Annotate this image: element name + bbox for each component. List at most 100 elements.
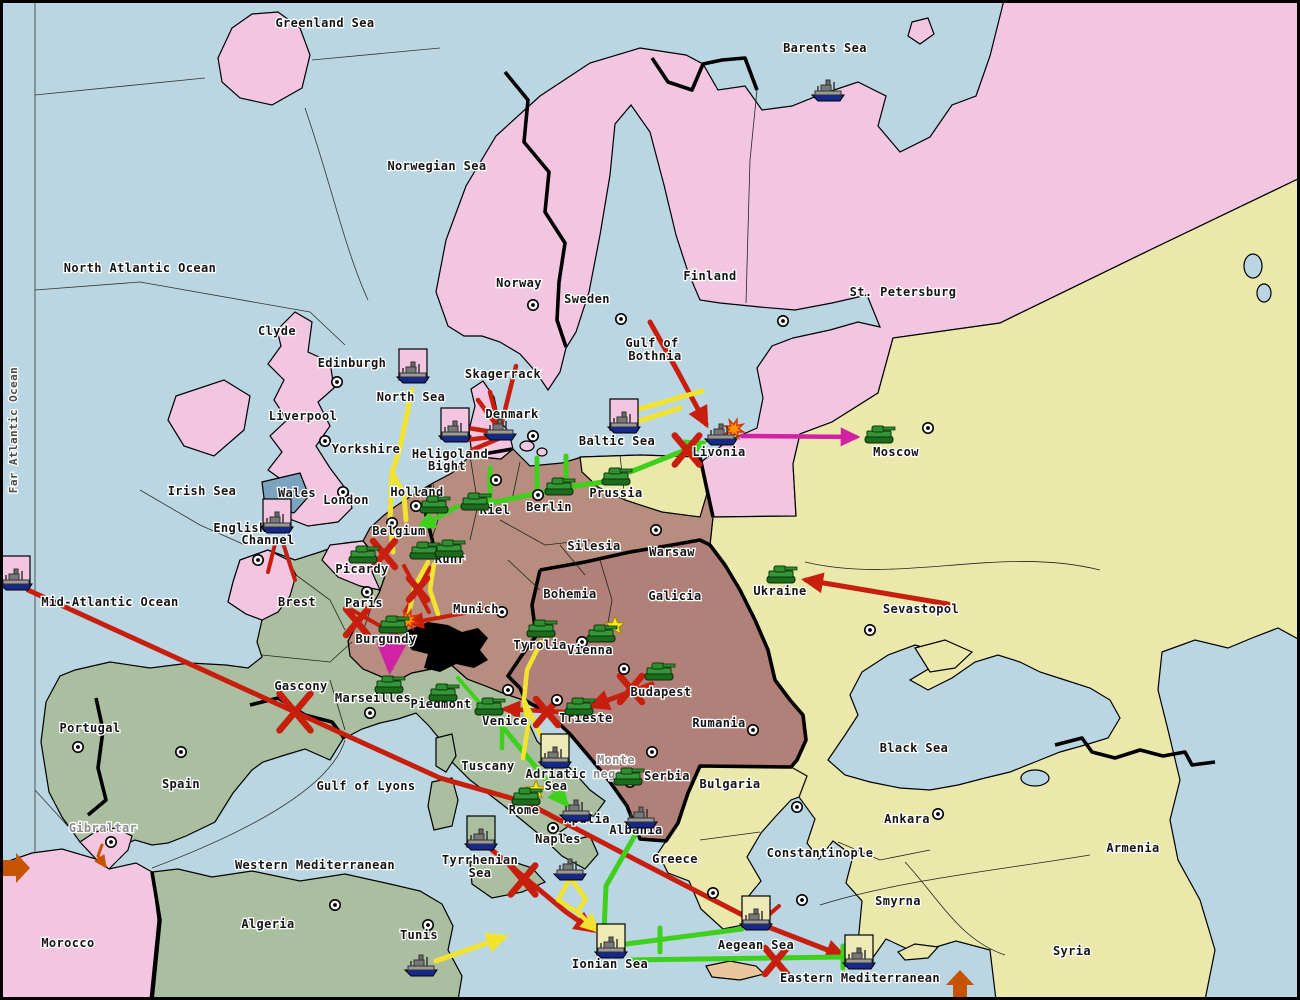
fleet-unit-tyrrhenian-sea[interactable] <box>463 815 498 851</box>
army-unit-serbia[interactable] <box>613 767 645 786</box>
region-ireland[interactable] <box>167 379 251 457</box>
army-unit-tyrolia[interactable] <box>526 619 558 638</box>
order-arrow-magenta-45 <box>739 427 861 447</box>
denmark-island[interactable] <box>536 447 548 457</box>
label-channel: Channel <box>241 533 294 547</box>
army-unit-picardy[interactable] <box>348 545 380 564</box>
label-galicia: Galicia <box>648 589 701 603</box>
label-black-sea: Black Sea <box>880 741 949 755</box>
denmark-island-zealand[interactable] <box>519 440 535 452</box>
army-unit-venice[interactable] <box>474 697 506 716</box>
label-st-petersburg: St. Petersburg <box>850 285 957 299</box>
army-unit-burgundy[interactable] <box>378 615 410 634</box>
label-mid-atlantic-ocean: Mid-Atlantic Ocean <box>41 595 178 609</box>
region-north-africa[interactable] <box>149 868 463 1000</box>
region-sardinia[interactable] <box>427 777 459 831</box>
label-ionian-sea: Ionian Sea <box>572 957 648 971</box>
region-cyprus[interactable] <box>897 943 940 961</box>
fleet-unit-aegean-sea[interactable] <box>738 895 773 931</box>
region-crimea[interactable] <box>914 639 974 673</box>
supply-center-dot-4 <box>614 312 627 325</box>
region-iceland[interactable] <box>217 11 311 106</box>
region-britain[interactable] <box>267 311 353 527</box>
supply-center-dot-27 <box>706 886 719 899</box>
label-norway: Norway <box>496 276 542 290</box>
fleet-unit-eastern-mediterranean[interactable] <box>841 934 876 970</box>
fleet-unit-apulia[interactable] <box>558 799 593 822</box>
label-morocco: Morocco <box>41 936 94 950</box>
fleet-unit-denmark[interactable] <box>482 418 517 441</box>
label-spain: Spain <box>162 777 200 791</box>
fleet-unit-heligoland-bight[interactable] <box>437 407 472 443</box>
army-unit-rome[interactable] <box>511 787 543 806</box>
label-berlin: Berlin <box>526 500 572 514</box>
label-baltic-sea: Baltic Sea <box>579 434 655 448</box>
army-unit-kiel[interactable] <box>460 492 492 511</box>
supply-center-dot-0 <box>330 375 343 388</box>
order-arrow-red-5 <box>500 700 566 720</box>
lake-south <box>1256 283 1272 303</box>
region-corsica[interactable] <box>435 733 457 773</box>
failed-order-x-mark <box>342 605 372 639</box>
label-gulf-of: Gulf of <box>625 336 678 350</box>
label-sweden: Sweden <box>564 292 610 306</box>
failed-order-x-mark <box>761 944 791 978</box>
fleet-unit-north-sea[interactable] <box>395 348 430 384</box>
army-unit-prussia[interactable] <box>601 467 633 486</box>
landmass-france-iberia-italy[interactable] <box>40 540 606 870</box>
fleet-unit-livonia[interactable] <box>703 423 738 446</box>
army-unit-ruhr-east[interactable] <box>434 539 466 558</box>
order-arrow-yellow-41 <box>555 877 580 915</box>
fleet-unit-naples-coast[interactable] <box>552 858 587 881</box>
fleet-unit-english-channel[interactable] <box>259 498 294 534</box>
fleet-unit-baltic-sea[interactable] <box>606 398 641 434</box>
province-borders <box>261 454 1101 956</box>
order-arrow-edge_orange-47 <box>93 843 107 869</box>
label-yorkshire: Yorkshire <box>332 442 401 456</box>
army-unit-marseilles[interactable] <box>374 675 406 694</box>
fleet-unit-mid-atlantic[interactable] <box>0 555 33 591</box>
fleet-unit-albania[interactable] <box>623 806 658 829</box>
label-skagerrack: Skagerrack <box>465 367 542 381</box>
army-unit-ruhr-west[interactable] <box>409 541 441 560</box>
order-arrow-green-29 <box>623 926 745 947</box>
region-morocco[interactable] <box>0 848 159 1000</box>
label-tunis: Tunis <box>400 928 438 942</box>
island-white-sea[interactable] <box>907 17 935 45</box>
label-livonia: Livonia <box>692 445 745 459</box>
label-heligoland: Heligoland <box>412 447 488 461</box>
order-arrow-yellow-38 <box>633 405 683 425</box>
failed-order-x-mark <box>369 537 399 571</box>
label-edinburgh: Edinburgh <box>318 356 387 370</box>
supply-center-dot-16 <box>175 745 188 758</box>
fleet-unit-tunis[interactable] <box>403 954 438 977</box>
army-unit-trieste[interactable] <box>564 697 596 716</box>
army-unit-holland[interactable] <box>419 495 451 514</box>
army-unit-ukraine[interactable] <box>766 565 798 584</box>
army-unit-vienna[interactable] <box>586 624 618 643</box>
army-unit-berlin[interactable] <box>544 477 576 496</box>
label-burgundy: Burgundy <box>356 632 417 646</box>
label-smyrna: Smyrna <box>875 894 921 908</box>
supply-center-dot-26 <box>790 800 803 813</box>
failed-order-x-mark <box>276 690 314 734</box>
supply-center-dot-24 <box>645 745 658 758</box>
label-constantinople: Constantinople <box>767 846 874 860</box>
fleet-unit-barents-sea[interactable] <box>810 79 845 102</box>
fleet-unit-adriatic-sea[interactable] <box>537 733 572 769</box>
label-london: London <box>323 493 369 507</box>
label-gascony: Gascony <box>274 679 327 693</box>
army-unit-budapest[interactable] <box>644 662 676 681</box>
fleet-unit-ionian-sea[interactable] <box>593 923 628 959</box>
label-bohemia: Bohemia <box>543 587 596 601</box>
army-unit-moscow[interactable] <box>864 425 896 444</box>
order-arrow-yellow-43 <box>574 909 601 934</box>
failed-order-x-mark <box>405 575 431 603</box>
supply-center-dot-7 <box>409 499 422 512</box>
label-sevastopol: Sevastopol <box>883 602 959 616</box>
label-syria: Syria <box>1053 944 1091 958</box>
black-sea[interactable] <box>827 644 1121 791</box>
army-unit-piedmont[interactable] <box>428 683 460 702</box>
